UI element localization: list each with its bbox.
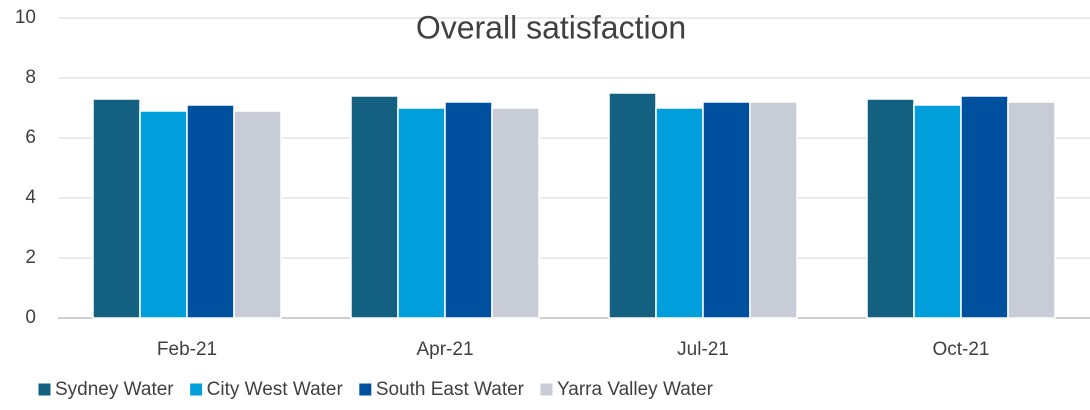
bar [608, 92, 657, 319]
y-tick-label: 4 [25, 187, 36, 208]
bar [397, 107, 446, 319]
legend-label: Sydney Water [55, 379, 174, 400]
bar [350, 95, 399, 319]
x-tick-label: Feb-21 [157, 339, 217, 360]
bars [92, 92, 1056, 319]
bar [491, 107, 540, 319]
bar [960, 95, 1009, 319]
bar [92, 98, 141, 319]
legend-swatch [37, 382, 52, 397]
y-tick-label: 6 [25, 127, 36, 148]
bar [913, 104, 962, 319]
legend-swatch [358, 382, 373, 397]
y-tick-label: 10 [15, 7, 36, 28]
bar [233, 110, 282, 319]
legend-swatch [539, 382, 554, 397]
legend-label: City West Water [207, 379, 344, 400]
y-tick-label: 2 [25, 247, 36, 268]
bar [702, 101, 751, 319]
bar [749, 101, 798, 319]
legend-swatch [189, 382, 204, 397]
bar [139, 110, 188, 319]
y-tick-label: 0 [25, 307, 36, 328]
chart-title: Overall satisfaction [416, 9, 686, 45]
bar [655, 107, 704, 319]
y-tick-label: 8 [25, 67, 36, 88]
bar [1007, 101, 1056, 319]
bar [186, 104, 235, 319]
x-tick-label: Oct-21 [932, 339, 989, 360]
legend-label: Yarra Valley Water [557, 379, 714, 400]
bar [444, 101, 493, 319]
bar [866, 98, 915, 319]
x-tick-label: Apr-21 [416, 339, 473, 360]
legend-label: South East Water [376, 379, 525, 400]
x-tick-label: Jul-21 [677, 339, 729, 360]
